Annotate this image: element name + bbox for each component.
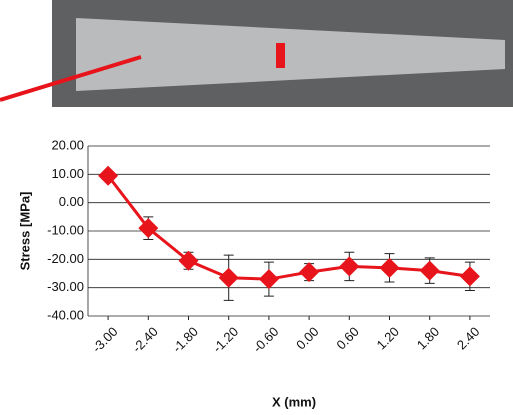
y-tick-label: -10.00 <box>47 222 84 237</box>
y-tick-label: 0.00 <box>59 194 84 209</box>
y-tick-label: -20.00 <box>47 251 84 266</box>
x-tick-label: 0.00 <box>293 324 322 353</box>
x-tick-label: 1.20 <box>374 324 403 353</box>
y-axis-label: Stress [MPa] <box>17 192 32 271</box>
data-point <box>460 266 480 286</box>
x-tick-label: 2.40 <box>454 324 483 353</box>
data-point <box>299 262 319 282</box>
y-tick-label: 20.00 <box>51 137 84 152</box>
x-tick-label: 0.60 <box>333 324 362 353</box>
data-point <box>219 268 239 288</box>
y-tick-label: 10.00 <box>51 166 84 181</box>
data-point <box>420 261 440 281</box>
x-tick-label: -2.40 <box>129 324 161 356</box>
x-axis-label: X (mm) <box>272 394 316 409</box>
x-tick-label: -1.20 <box>210 324 242 356</box>
y-tick-label: -40.00 <box>47 307 84 322</box>
x-tick-label: -0.60 <box>250 324 282 356</box>
figure: Stress [MPa] X (mm) -40.00 -30.00 -20.00 -1… <box>0 0 513 415</box>
data-point <box>259 269 279 289</box>
y-tick-label: -30.00 <box>47 279 84 294</box>
specimen-image <box>0 0 513 107</box>
measure-marker <box>276 43 285 68</box>
x-tick-label: -3.00 <box>89 324 121 356</box>
x-tick-label: 1.80 <box>414 324 443 353</box>
data-point <box>380 258 400 278</box>
x-tick-label: -1.80 <box>169 324 201 356</box>
series-line <box>108 176 470 279</box>
